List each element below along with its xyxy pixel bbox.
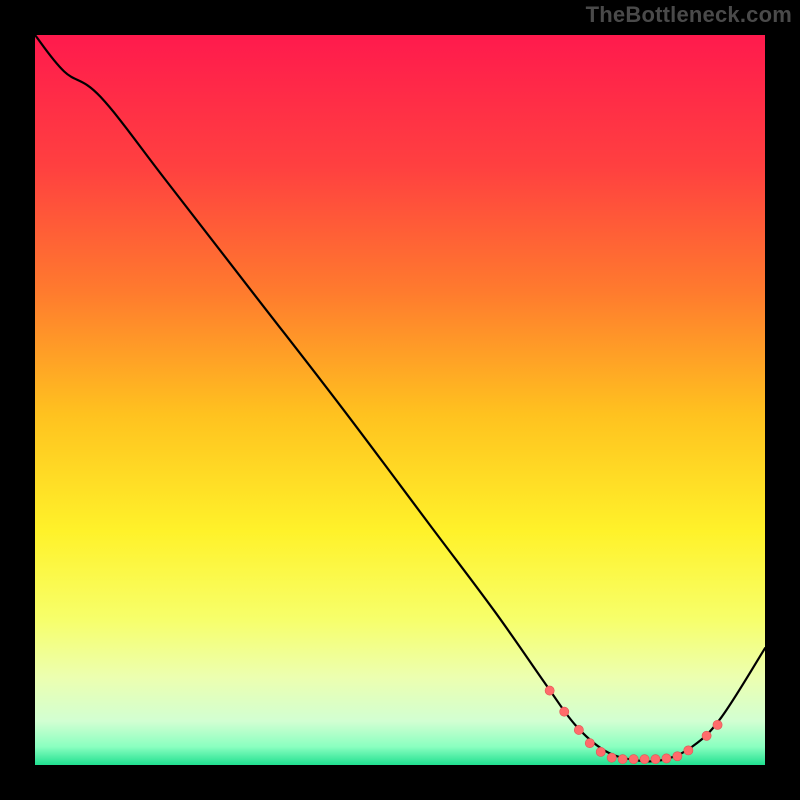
valley-marker	[574, 725, 583, 734]
valley-marker	[713, 720, 722, 729]
valley-marker	[560, 707, 569, 716]
chart-svg	[0, 0, 800, 800]
valley-marker	[673, 752, 682, 761]
plot-area	[35, 35, 765, 765]
valley-marker	[651, 755, 660, 764]
valley-marker	[596, 747, 605, 756]
chart-canvas: TheBottleneck.com	[0, 0, 800, 800]
valley-marker	[585, 739, 594, 748]
valley-marker	[618, 755, 627, 764]
valley-marker	[684, 746, 693, 755]
valley-marker	[629, 755, 638, 764]
valley-marker	[545, 686, 554, 695]
watermark-text: TheBottleneck.com	[586, 2, 792, 28]
valley-marker	[640, 755, 649, 764]
valley-marker	[607, 753, 616, 762]
valley-marker	[702, 731, 711, 740]
valley-marker	[662, 754, 671, 763]
